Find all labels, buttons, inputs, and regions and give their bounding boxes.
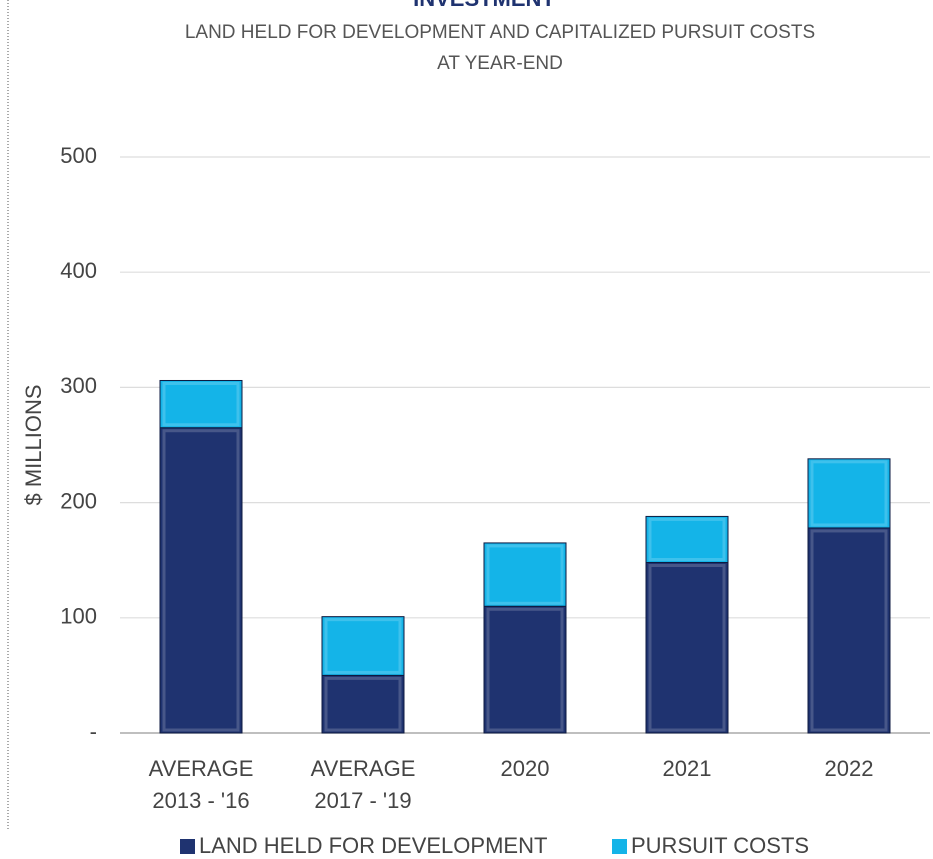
bar-segment xyxy=(321,616,405,676)
bar-bevel xyxy=(324,618,402,674)
y-tick-label: 400 xyxy=(60,258,97,283)
y-axis-label: $ MILLIONS xyxy=(21,384,46,505)
x-tick-label: 2013 - '16 xyxy=(152,788,249,813)
chart-subtitle: AT YEAR-END xyxy=(437,53,563,74)
y-tick-label: 500 xyxy=(60,143,97,168)
bar-bevel xyxy=(162,381,240,427)
bar-bevel xyxy=(648,564,726,732)
x-tick-label: 2020 xyxy=(501,756,550,781)
bar-segment xyxy=(159,427,243,734)
x-tick-label: 2021 xyxy=(663,756,712,781)
bar-bevel xyxy=(486,607,564,732)
bar-segment xyxy=(807,458,891,529)
bar-segment xyxy=(807,527,891,734)
legend-swatch xyxy=(180,839,195,854)
bar-bevel xyxy=(810,529,888,732)
bar-segment xyxy=(645,515,729,564)
bar-bevel xyxy=(162,429,240,732)
x-tick-label: 2022 xyxy=(825,756,874,781)
bar-segment xyxy=(321,674,405,734)
bar-bevel xyxy=(648,517,726,562)
bar-segment xyxy=(159,379,243,429)
y-tick-label: 200 xyxy=(60,488,97,513)
bar-segment xyxy=(483,542,567,607)
y-tick-label: 100 xyxy=(60,604,97,629)
bar-bevel xyxy=(810,460,888,527)
chart-title: INVESTMENT xyxy=(413,0,555,11)
bar-segment xyxy=(645,562,729,734)
x-tick-label: AVERAGE xyxy=(149,756,254,781)
x-tick-label: AVERAGE xyxy=(311,756,416,781)
legend-swatch xyxy=(612,839,627,854)
bar-bevel xyxy=(324,676,402,732)
bar-bevel xyxy=(486,544,564,605)
bar-segment xyxy=(483,605,567,734)
legend-label: PURSUIT COSTS xyxy=(631,833,809,858)
legend-label: LAND HELD FOR DEVELOPMENT xyxy=(199,833,547,858)
x-tick-label: 2017 - '19 xyxy=(314,788,411,813)
y-tick-label: - xyxy=(90,719,97,744)
y-tick-label: 300 xyxy=(60,373,97,398)
chart-subtitle: LAND HELD FOR DEVELOPMENT AND CAPITALIZE… xyxy=(185,22,815,43)
